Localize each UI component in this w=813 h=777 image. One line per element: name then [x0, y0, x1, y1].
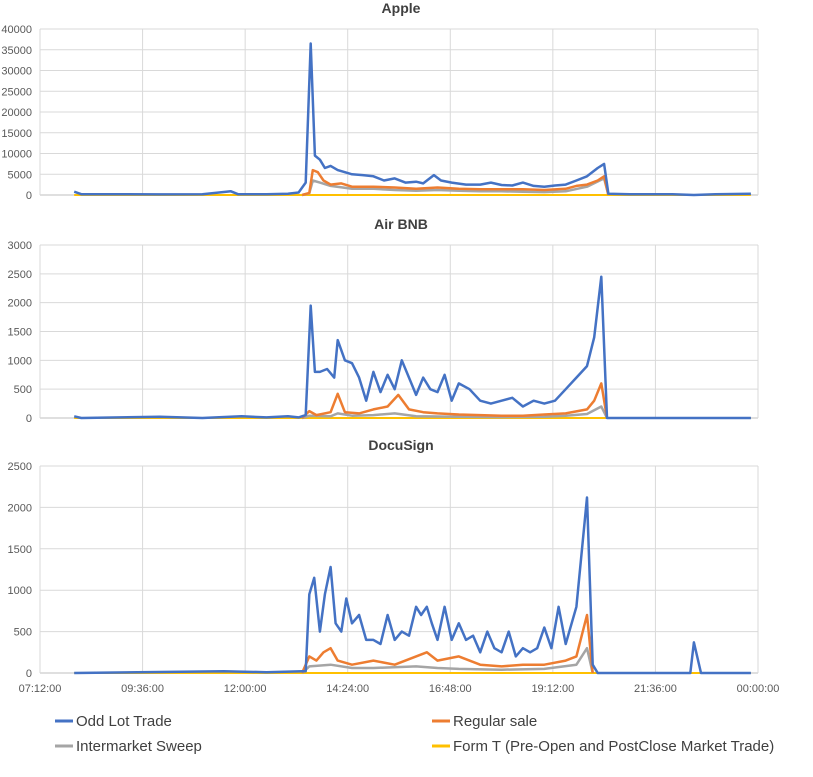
chart-title: DocuSign: [368, 437, 433, 453]
y-tick-label: 1500: [8, 544, 32, 556]
y-tick-label: 25000: [1, 86, 32, 98]
y-tick-label: 10000: [1, 149, 32, 161]
legend-label-odd-lot: Odd Lot Trade: [76, 713, 172, 730]
y-tick-label: 0: [26, 413, 32, 425]
y-tick-label: 1000: [8, 355, 32, 367]
chart-title: Apple: [382, 0, 421, 16]
series-line-regular: [301, 168, 610, 197]
x-tick-label: 12:00:00: [224, 683, 267, 695]
y-tick-label: 500: [14, 627, 32, 639]
legend-label-regular: Regular sale: [453, 713, 537, 730]
x-tick-label: 16:48:00: [429, 683, 472, 695]
y-tick-label: 20000: [1, 107, 32, 119]
y-tick-label: 30000: [1, 66, 32, 78]
x-tick-label: 09:36:00: [121, 683, 164, 695]
series-line-regular: [301, 382, 609, 419]
series-line-sweep: [301, 177, 610, 197]
series-line-sweep: [301, 405, 609, 420]
series-line-odd-lot: [74, 496, 751, 675]
y-tick-label: 2000: [8, 298, 32, 310]
legend-label-sweep: Intermarket Sweep: [76, 738, 202, 755]
x-tick-label: 21:36:00: [634, 683, 677, 695]
y-tick-label: 0: [26, 668, 32, 680]
series-line-sweep: [301, 646, 594, 674]
y-tick-label: 3000: [8, 240, 32, 252]
y-tick-label: 2000: [8, 502, 32, 514]
y-tick-label: 35000: [1, 45, 32, 57]
y-tick-label: 500: [14, 384, 32, 396]
y-tick-label: 1500: [8, 327, 32, 339]
y-tick-label: 40000: [1, 24, 32, 36]
y-tick-label: 15000: [1, 128, 32, 140]
y-tick-label: 1000: [8, 585, 32, 597]
legend-label-formt: Form T (Pre-Open and PostClose Market Tr…: [453, 738, 774, 755]
x-tick-label: 00:00:00: [737, 683, 780, 695]
chart-title: Air BNB: [374, 216, 428, 232]
y-tick-label: 2500: [8, 461, 32, 473]
x-tick-label: 19:12:00: [531, 683, 574, 695]
x-tick-label: 14:24:00: [326, 683, 369, 695]
x-tick-label: 07:12:00: [19, 683, 62, 695]
series-line-regular: [300, 613, 594, 674]
series-line-odd-lot: [73, 42, 751, 197]
series-line-odd-lot: [73, 275, 751, 420]
y-tick-label: 2500: [8, 269, 32, 281]
y-tick-label: 5000: [8, 169, 32, 181]
y-tick-label: 0: [26, 190, 32, 202]
